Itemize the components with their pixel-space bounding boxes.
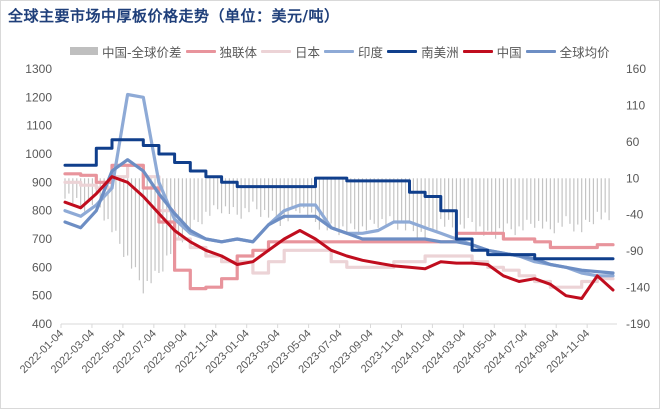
legend-label: 中国-全球价差	[102, 44, 182, 60]
right-axis-tick-label: 110	[626, 98, 645, 112]
legend-label: 印度	[358, 44, 384, 60]
right-axis-tick-label: -190	[626, 317, 650, 331]
left-axis-tick-label: 500	[32, 289, 52, 303]
legend-swatch-line-icon	[261, 49, 292, 53]
series-line-独联体	[63, 163, 615, 291]
legend-item-china: 中国	[462, 42, 522, 61]
legend-swatch-line-icon	[185, 49, 216, 53]
chart-legend: 中国-全球价差 独联体 日本 印度 南美洲 中国 全球均价	[70, 42, 614, 60]
legend-swatch-line-icon	[462, 49, 493, 53]
legend-label: 独联体	[219, 44, 258, 60]
left-axis-tick-label: 900	[32, 175, 52, 189]
legend-label: 日本	[295, 44, 321, 60]
right-axis-tick-label: 10	[626, 171, 640, 185]
right-axis-tick-label: -90	[626, 244, 644, 258]
legend-item-india: 印度	[324, 42, 383, 61]
right-axis-tick-label: 60	[626, 135, 640, 149]
legend-label: 中国	[496, 44, 522, 60]
left-axis-tick-label: 1200	[25, 90, 52, 104]
legend-label: 南美洲	[421, 44, 459, 60]
legend-swatch-line-icon	[324, 49, 355, 53]
legend-item-south-america: 南美洲	[387, 42, 459, 61]
legend-item-cis: 独联体	[185, 42, 258, 61]
series-line-中国	[63, 175, 615, 300]
series-line-全球均价	[63, 158, 615, 275]
legend-swatch-line-icon	[525, 49, 556, 53]
right-axis-tick-label: 160	[626, 62, 646, 76]
series-line-南美洲	[63, 138, 615, 261]
legend-item-spread: 中国-全球价差	[70, 42, 182, 61]
left-axis-tick-label: 600	[32, 260, 52, 274]
left-y-axis: 1300 1200 1100 1000 900 800 700 600 500 400	[25, 62, 52, 331]
right-axis-tick-label: -140	[626, 281, 650, 295]
legend-swatch-line-icon	[387, 49, 418, 53]
right-axis-tick-label: -40	[626, 208, 644, 222]
price-lines	[63, 92, 615, 300]
left-axis-tick-label: 400	[32, 317, 52, 331]
left-axis-tick-label: 800	[32, 204, 52, 218]
left-axis-tick-label: 1300	[25, 62, 52, 76]
left-axis-tick-label: 1000	[25, 147, 52, 161]
legend-item-global-avg: 全球均价	[525, 42, 610, 61]
chart-title: 全球主要市场中厚板价格走势（单位：美元/吨）	[8, 7, 340, 25]
left-axis-tick-label: 1100	[26, 119, 52, 133]
spread-bars	[64, 178, 610, 294]
right-y-axis: 160 110 60 10 -40 -90 -140 -190	[626, 62, 650, 331]
legend-label: 全球均价	[559, 44, 610, 60]
left-axis-tick-label: 700	[32, 232, 52, 246]
x-axis: 2022-01-042022-03-042022-05-042022-07-04…	[18, 324, 592, 376]
legend-swatch-bar-icon	[70, 47, 98, 55]
legend-item-japan: 日本	[261, 42, 320, 61]
